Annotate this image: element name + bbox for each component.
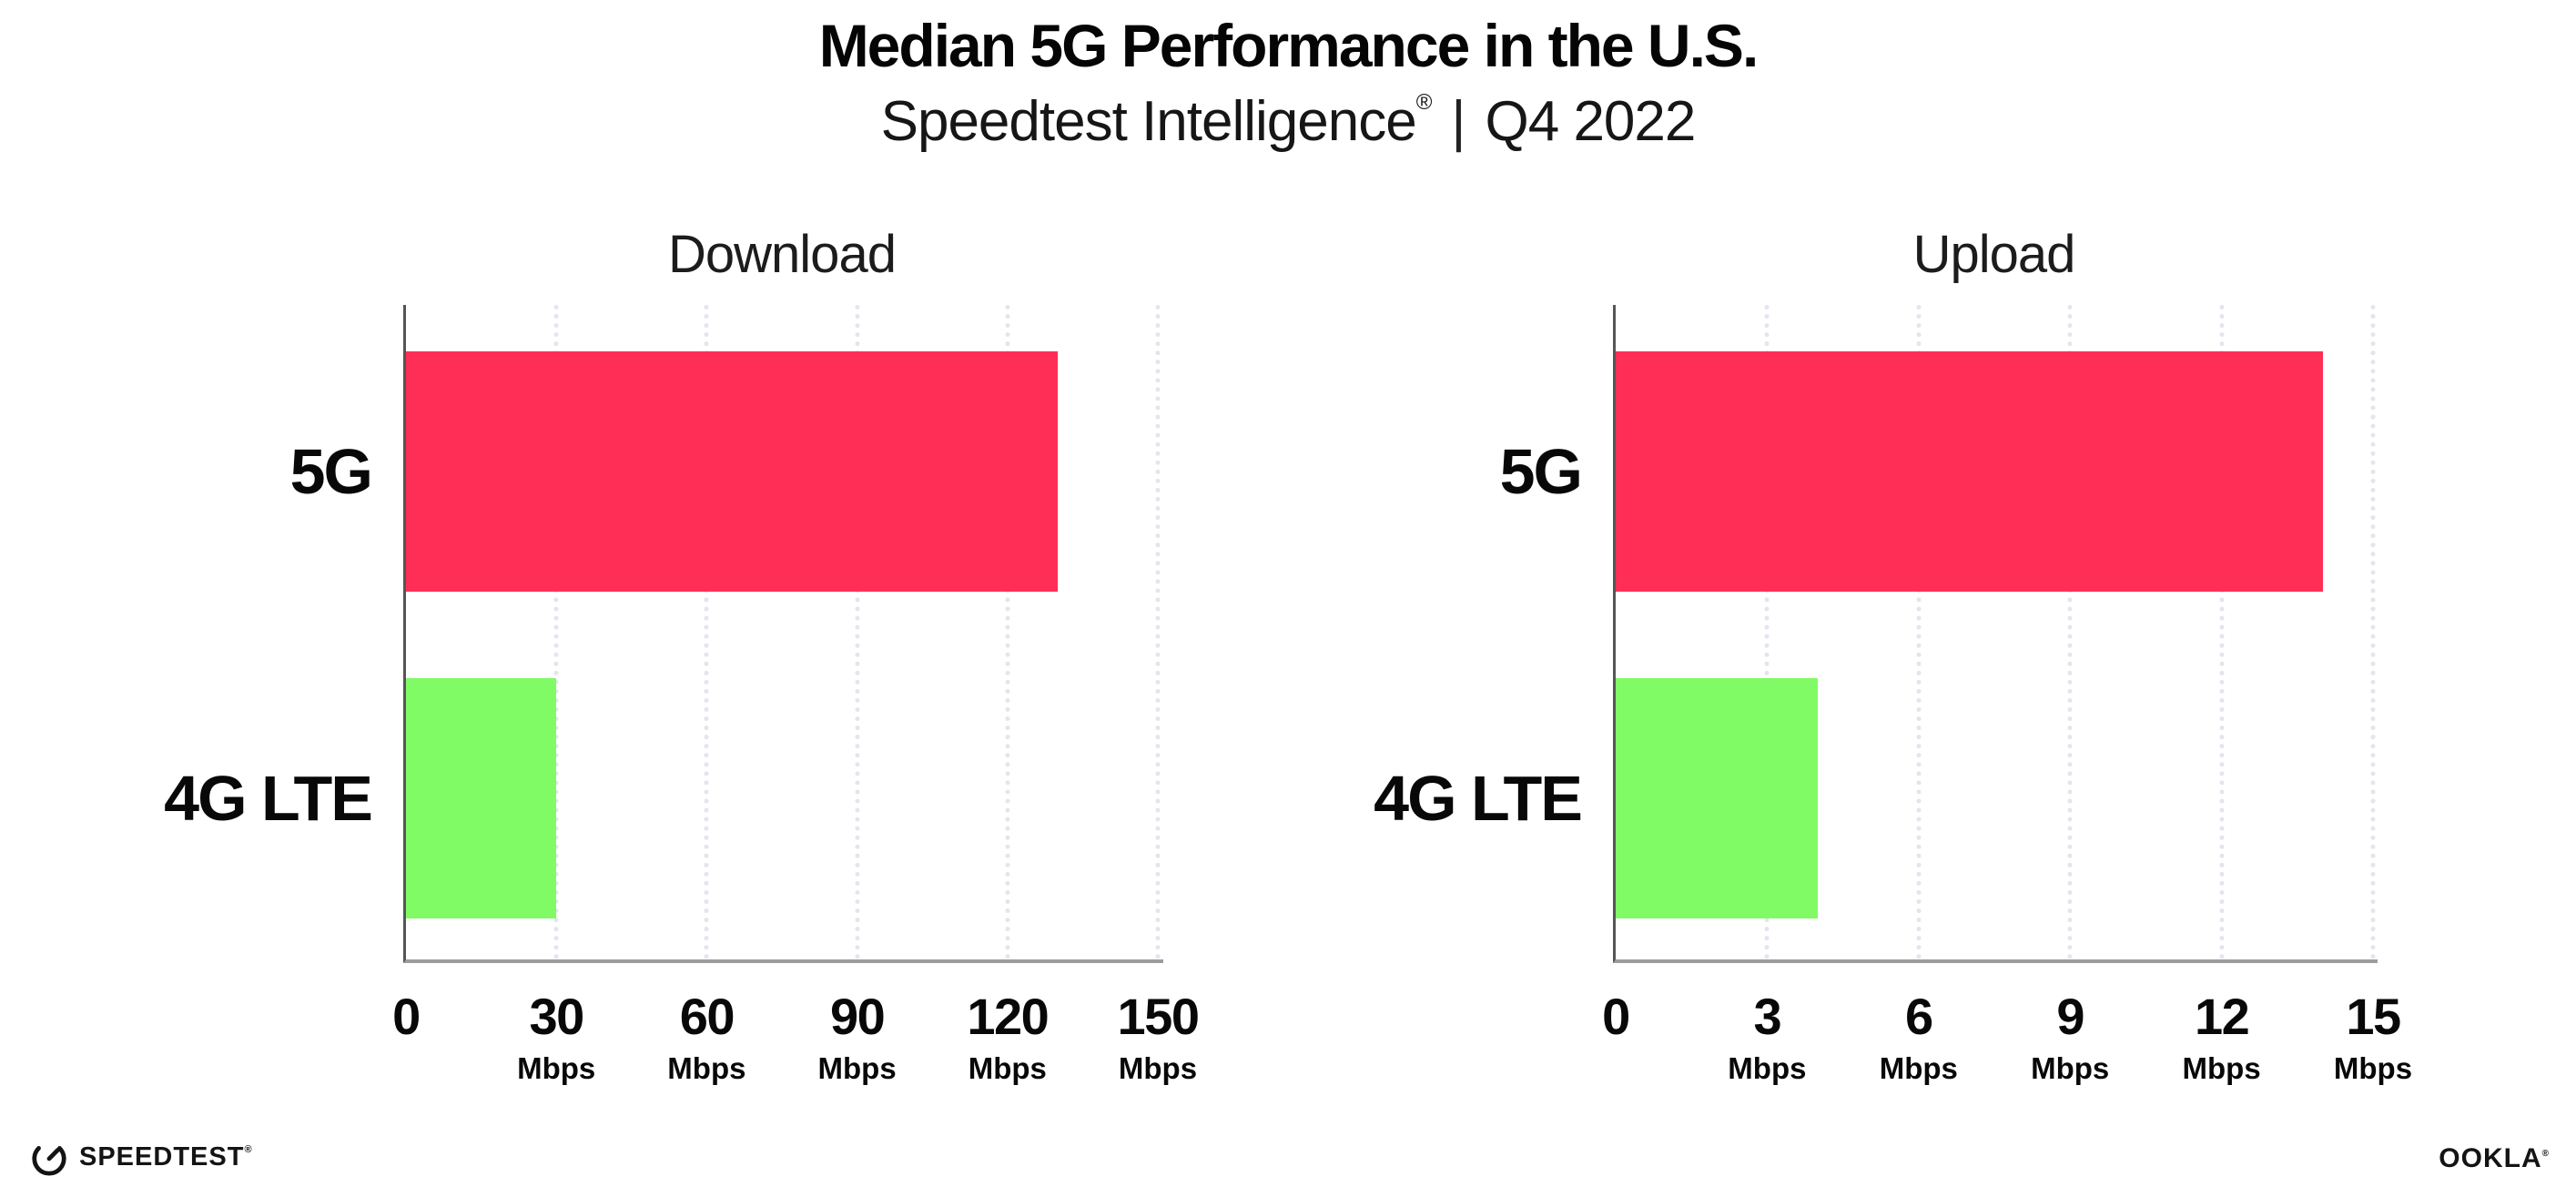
gridline-60 [704,305,709,959]
x-tick-120: 120 Mbps [967,987,1049,1086]
x-tick-value: 60 [679,988,735,1045]
x-tick-150: 150 Mbps [1117,987,1200,1086]
gridline-12 [2219,305,2225,959]
gridline-6 [1916,305,1922,959]
x-tick-value: 0 [392,988,421,1045]
ookla-wordmark-text: OOKLA [2439,1143,2542,1173]
x-tick-unit: Mbps [817,1051,897,1085]
ookla-registered-mark-icon: ® [2541,1149,2549,1159]
row-label-5g: 5G [1499,436,1583,507]
x-tick-90: 90 Mbps [818,987,897,1086]
x-tick-15: 15 Mbps [2334,987,2412,1086]
x-tick-0: 0 [1602,987,1630,1046]
x-tick-unit: Mbps [2182,1051,2261,1085]
speedtest-wordmark-text: SPEEDTEST [79,1141,245,1172]
x-tick-value: 0 [1602,988,1630,1045]
bar-5g [1616,351,2323,592]
download-chart-plot-area: 0 30 Mbps 60 Mbps 90 Mbps 120 Mbps 150 Mbps 5G 4G LT… [164,305,1200,1085]
x-tick-value: 120 [967,988,1049,1045]
speedtest-logo: SPEEDTEST® [30,1138,252,1176]
x-tick-unit: Mbps [1728,1051,1807,1085]
x-tick-value: 9 [2056,988,2084,1045]
row-label-4g-lte: 4G LTE [164,763,373,834]
gridline-90 [855,305,860,959]
x-tick-unit: Mbps [2333,1051,2413,1085]
x-tick-3: 3 Mbps [1728,987,1806,1086]
x-tick-value: 150 [1117,988,1200,1045]
x-tick-value: 6 [1904,988,1933,1045]
x-tick-value: 3 [1753,988,1782,1045]
upload-chart-title: Upload [1912,225,2076,284]
gridline-15 [2370,305,2376,959]
x-tick-unit: Mbps [517,1051,596,1085]
download-chart-title: Download [668,225,897,284]
upload-chart-plot-area: 0 3 Mbps 6 Mbps 9 Mbps 12 Mbps 15 Mbps 5G 4G LTE [1374,305,2412,1085]
x-tick-60: 60 Mbps [667,987,745,1086]
x-tick-12: 12 Mbps [2183,987,2261,1086]
x-tick-0: 0 [392,987,421,1046]
speedtest-wordmark: SPEEDTEST® [79,1142,252,1172]
x-tick-unit: Mbps [1118,1051,1198,1085]
x-tick-unit: Mbps [667,1051,746,1085]
gridline-30 [553,305,559,959]
subtitle-brand: Speedtest Intelligence [880,90,1417,153]
x-tick-value: 12 [2194,988,2250,1045]
row-label-4g-lte: 4G LTE [1374,763,1583,834]
bar-4g-lte [406,678,557,918]
ookla-logo: OOKLA® [2439,1143,2549,1174]
x-tick-unit: Mbps [2031,1051,2110,1085]
registered-mark-icon: ® [1415,90,1433,115]
row-label-5g: 5G [289,436,373,507]
bar-4g-lte [1616,678,1818,918]
x-tick-value: 30 [529,988,585,1045]
bar-5g [406,351,1058,592]
x-tick-unit: Mbps [968,1051,1047,1085]
x-tick-6: 6 Mbps [1880,987,1958,1086]
x-tick-value: 90 [829,988,886,1045]
speedtest-gauge-icon [32,1141,66,1176]
gridline-120 [1005,305,1010,959]
speedtest-registered-mark-icon: ® [244,1143,252,1155]
gridline-9 [2067,305,2073,959]
subtitle-separator: | [1451,90,1465,153]
page-subtitle: Speedtest Intelligence® | Q4 2022 [0,89,2576,154]
page-title: Median 5G Performance in the U.S. [818,12,1760,79]
x-tick-9: 9 Mbps [2031,987,2109,1086]
x-tick-30: 30 Mbps [517,987,595,1086]
x-tick-unit: Mbps [1879,1051,1958,1085]
x-tick-value: 15 [2346,988,2401,1045]
subtitle-period: Q4 2022 [1485,90,1697,153]
gridline-150 [1155,305,1161,959]
gridline-3 [1764,305,1770,959]
